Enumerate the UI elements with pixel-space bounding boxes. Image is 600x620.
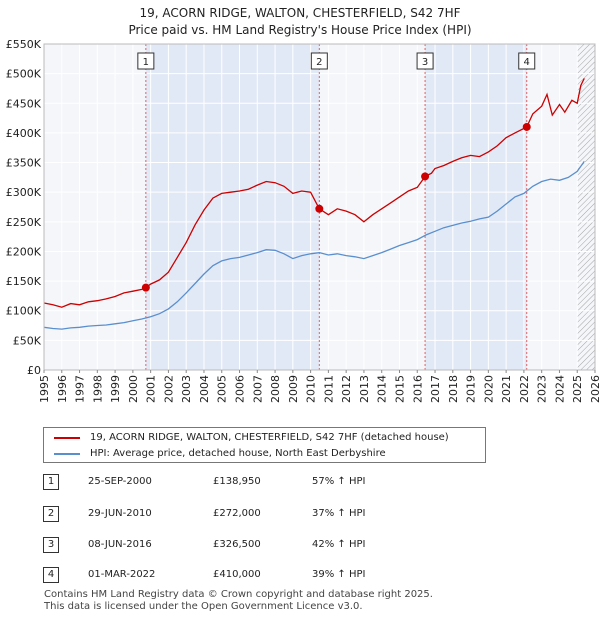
sale-label: 4 (524, 57, 530, 68)
x-tick-label: 2012 (340, 375, 353, 403)
y-tick-label: £250K (6, 216, 42, 229)
x-tick-label: 2000 (127, 375, 140, 403)
y-tick-label: £500K (6, 68, 42, 81)
x-tick-label: 2015 (393, 375, 406, 403)
sale-price: £410,000 (213, 569, 261, 580)
x-tick-label: 2013 (358, 375, 371, 403)
x-tick-label: 2021 (500, 375, 513, 403)
plot-border (43, 43, 596, 371)
y-tick-label: £0 (27, 364, 41, 377)
y-tick-label: £550K (6, 38, 42, 51)
x-tick-label: 2001 (145, 375, 158, 403)
y-tick-label: £50K (13, 334, 42, 347)
sale-point (522, 122, 531, 131)
legend: 19, ACORN RIDGE, WALTON, CHESTERFIELD, S… (43, 427, 486, 463)
y-tick-label: £200K (6, 245, 42, 258)
sale-label: 2 (316, 57, 322, 68)
x-tick-label: 2003 (180, 375, 193, 403)
sale-date: 29-JUN-2010 (88, 508, 152, 519)
footer: Contains HM Land Registry data © Crown c… (44, 589, 433, 613)
x-tick-label: 2008 (269, 375, 282, 403)
chart-subtitle: Price paid vs. HM Land Registry's House … (128, 23, 472, 37)
legend-hpi-swatch (54, 453, 80, 455)
x-tick-label: 1999 (109, 375, 122, 403)
sale-point (421, 172, 430, 181)
x-tick-label: 2017 (429, 375, 442, 403)
x-tick-label: 2007 (251, 375, 264, 403)
shaded-period (425, 44, 527, 370)
y-tick-label: £100K (6, 305, 42, 318)
x-tick-label: 1998 (91, 375, 104, 403)
sale-hpi-change: 39% ↑ HPI (312, 569, 366, 580)
sale-hpi-change: 37% ↑ HPI (312, 508, 366, 519)
footer-licence: This data is licensed under the Open Gov… (44, 601, 363, 612)
sale-label-box (310, 52, 328, 70)
y-tick-label: £450K (6, 97, 42, 110)
x-tick-label: 1997 (74, 375, 87, 403)
hatched-region (577, 44, 595, 370)
sale-label-box (137, 52, 155, 70)
sale-date: 01-MAR-2022 (88, 569, 156, 580)
sale-label-box (416, 52, 434, 70)
x-tick-label: 2026 (589, 375, 600, 403)
sale-date: 08-JUN-2016 (88, 539, 152, 550)
sale-date: 25-SEP-2000 (88, 476, 152, 487)
sale-hpi-change: 42% ↑ HPI (312, 539, 366, 550)
legend-property-label: 19, ACORN RIDGE, WALTON, CHESTERFIELD, S… (90, 432, 449, 443)
y-tick-label: £350K (6, 157, 42, 170)
sale-label-box (518, 52, 536, 70)
sale-point (315, 204, 324, 213)
sale-price: £138,950 (213, 476, 261, 487)
legend-property-swatch (54, 437, 80, 439)
x-tick-label: 2018 (447, 375, 460, 403)
footer-copyright: Contains HM Land Registry data © Crown c… (44, 589, 433, 600)
x-tick-label: 1995 (38, 375, 51, 403)
x-tick-label: 2023 (536, 375, 549, 403)
x-tick-label: 2022 (518, 375, 531, 403)
legend-item-hpi: HPI: Average price, detached house, Nort… (54, 446, 386, 462)
sale-number-badge: 1 (43, 474, 59, 490)
hpi-series-line (44, 161, 585, 330)
x-tick-label: 2014 (376, 375, 389, 403)
price-chart: 1 2 3 4 £0 £50K £100K £150K £200K £250K £300K £350K… (6, 38, 600, 403)
x-tick-label: 2006 (234, 375, 247, 403)
sale-label: 3 (422, 57, 428, 68)
x-tick-label: 2010 (305, 375, 318, 403)
x-tick-label: 1996 (56, 375, 69, 403)
sale-number-badge: 3 (43, 537, 59, 553)
sale-price: £326,500 (213, 539, 261, 550)
x-tick-label: 2020 (482, 375, 495, 403)
x-tick-label: 2024 (553, 375, 566, 403)
x-tick-label: 2016 (411, 375, 424, 403)
x-tick-label: 2002 (162, 375, 175, 403)
y-tick-label: £150K (6, 275, 42, 288)
sale-hpi-change: 57% ↑ HPI (312, 476, 366, 487)
x-tick-label: 2009 (287, 375, 300, 403)
legend-hpi-label: HPI: Average price, detached house, Nort… (90, 448, 386, 459)
y-tick-label: £400K (6, 127, 42, 140)
sale-price: £272,000 (213, 508, 261, 519)
y-tick-label: £300K (6, 186, 42, 199)
legend-item-property: 19, ACORN RIDGE, WALTON, CHESTERFIELD, S… (54, 430, 449, 446)
x-tick-label: 2019 (465, 375, 478, 403)
x-tick-label: 2004 (198, 375, 211, 403)
x-tick-label: 2005 (216, 375, 229, 403)
sale-number-badge: 2 (43, 506, 59, 522)
chart-title: 19, ACORN RIDGE, WALTON, CHESTERFIELD, S… (139, 6, 461, 20)
sale-number-badge: 4 (43, 567, 59, 583)
sale-label: 1 (143, 57, 149, 68)
shaded-period (145, 44, 320, 370)
property-series-line (44, 78, 585, 308)
x-tick-label: 2025 (571, 375, 584, 403)
x-tick-label: 2011 (322, 375, 335, 403)
sale-point (141, 283, 150, 292)
